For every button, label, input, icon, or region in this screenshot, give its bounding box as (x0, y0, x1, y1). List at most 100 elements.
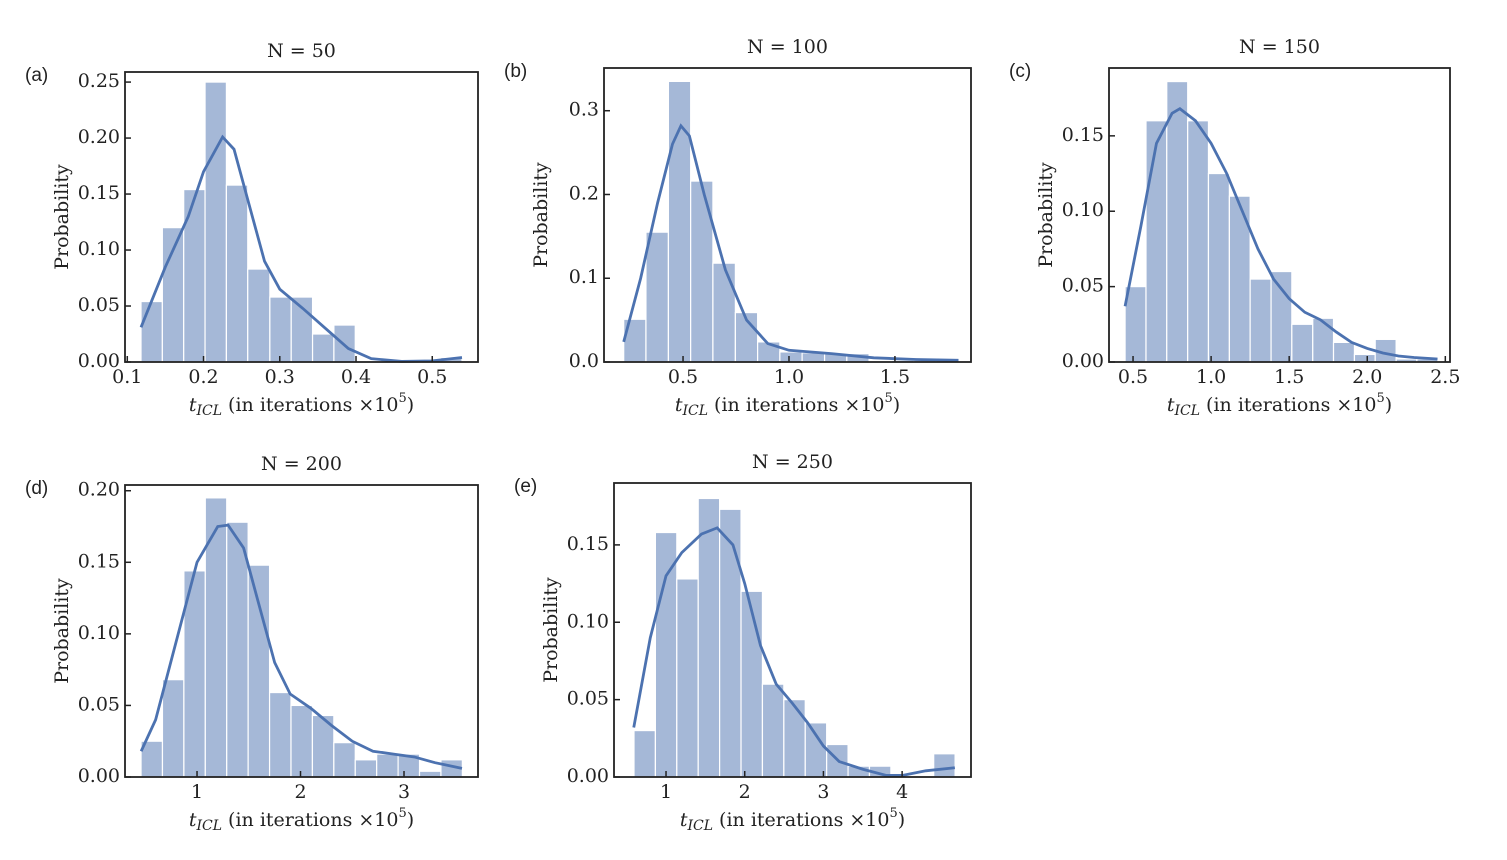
kde-line (1123, 107, 1438, 361)
y-axis-label: Probability (530, 162, 552, 268)
panel-label: (c) (1009, 61, 1031, 82)
x-axis-label-part: ICL (681, 403, 708, 419)
kde-line (139, 134, 463, 363)
x-tick-label: 1 (191, 781, 203, 803)
bar (697, 497, 721, 778)
y-tick-label: 0.05 (78, 294, 120, 316)
x-tick-label: 2 (739, 781, 751, 803)
y-axis-label: Probability (1035, 162, 1057, 268)
x-tick-label: 0.5 (1118, 366, 1148, 388)
x-axis-label-part: ICL (195, 818, 222, 834)
y-tick-label: 0.05 (78, 693, 120, 715)
axes-frame (124, 71, 479, 363)
bar (311, 333, 335, 363)
bar (1166, 80, 1189, 363)
x-axis-label-part: ICL (1173, 403, 1200, 419)
y-axis-label: Probability (51, 578, 73, 684)
subplot: 0.1 0.2 0.3 0.4 0.5 0.00 0.05 0.10 0.15 0.20 0.25 N… (25, 40, 479, 420)
y-tick-label: 0.05 (567, 688, 609, 710)
panel-label: (e) (514, 476, 537, 497)
x-tick-label: 0.4 (341, 366, 371, 388)
subplot-title: N = 100 (747, 36, 828, 58)
y-tick-label: 0.15 (567, 533, 609, 555)
bar (719, 508, 742, 778)
x-axis-label-part: ) (1385, 394, 1392, 416)
bar (1207, 172, 1230, 363)
x-axis-label-part: ICL (686, 818, 713, 834)
x-tick-label: 0.3 (265, 366, 295, 388)
bar (712, 262, 736, 363)
y-tick-label: 0.10 (78, 622, 120, 644)
subplot: 1 2 3 4 0.00 0.05 0.10 0.15 N = 250 (e) Probabilit… (514, 451, 972, 835)
x-axis-label-part: ) (898, 809, 905, 831)
x-axis-label: tICL (in iterations ×105) (675, 391, 900, 420)
axes-frame (124, 484, 479, 778)
subplot: 0.5 1.0 1.5 2.0 2.5 0.00 0.05 0.10 0.15 N = 150 (c… (1009, 36, 1460, 419)
x-axis-label-part: (in iterations ×10 (222, 809, 398, 831)
bar (333, 742, 356, 778)
bar (933, 753, 956, 778)
bar (204, 81, 228, 363)
y-tick-label: 0.20 (78, 126, 120, 148)
bar (690, 180, 714, 363)
x-axis-label-part: t (680, 809, 688, 831)
x-axis-label-part: (in iterations ×10 (713, 809, 889, 831)
y-tick-label: 0.00 (1062, 350, 1104, 372)
x-tick-label: 3 (817, 781, 829, 803)
x-axis-label-part: t (1167, 394, 1175, 416)
y-axis-label: Probability (51, 164, 73, 270)
bar (1332, 341, 1356, 363)
x-axis-label-part: 5 (398, 806, 406, 821)
bar (1353, 353, 1376, 363)
x-axis-label-part: ) (407, 809, 414, 831)
y-tick-label: 0.00 (567, 765, 609, 787)
y-axis-label: Probability (540, 577, 562, 683)
y-tick-label: 0.0 (569, 350, 599, 372)
y-tick-label: 0.15 (78, 550, 120, 572)
x-axis-label-part: 5 (884, 391, 892, 406)
bar (354, 759, 378, 778)
y-tick-label: 0.00 (78, 765, 120, 787)
bar (1270, 270, 1293, 363)
x-tick-label: 4 (896, 781, 908, 803)
x-axis-label-part: 5 (889, 806, 897, 821)
x-tick-label: 1.0 (774, 366, 804, 388)
x-axis-label-part: (in iterations ×10 (708, 394, 884, 416)
x-axis-label-part: ) (893, 394, 900, 416)
x-axis-label-part: 5 (398, 391, 406, 406)
x-tick-label: 2 (294, 781, 306, 803)
x-tick-label: 1.0 (1196, 366, 1226, 388)
bar (633, 729, 656, 778)
bar (376, 753, 399, 778)
subplot: 0.5 1.0 1.5 0.0 0.1 0.2 0.3 N = 100 (b) Probabili… (504, 36, 972, 420)
x-tick-label: 0.1 (112, 366, 142, 388)
bar (667, 80, 692, 363)
bar (226, 521, 249, 778)
bar (783, 699, 806, 778)
kde-line (622, 123, 959, 362)
x-tick-label: 0.5 (417, 366, 447, 388)
bar (1312, 317, 1335, 363)
x-axis-label-part: ICL (195, 403, 222, 419)
bar (654, 531, 678, 778)
bar (645, 231, 670, 363)
bar (1145, 120, 1168, 363)
y-tick-label: 0.15 (78, 182, 120, 204)
bar (268, 691, 292, 778)
y-tick-label: 0.10 (567, 610, 609, 632)
x-axis-label: tICL (in iterations ×105) (680, 806, 905, 835)
y-tick-label: 0.1 (569, 266, 599, 288)
bar (676, 578, 699, 778)
y-tick-label: 0.3 (569, 99, 599, 121)
x-axis-label: tICL (in iterations ×105) (1167, 391, 1392, 420)
bar (804, 722, 828, 778)
x-axis-label: tICL (in iterations ×105) (189, 391, 414, 420)
bar (183, 188, 206, 363)
y-tick-label: 0.10 (1062, 199, 1104, 221)
y-tick-label: 0.15 (1062, 124, 1104, 146)
bar (140, 300, 163, 363)
bar (247, 564, 271, 778)
x-tick-label: 1.5 (1274, 366, 1304, 388)
bar (1124, 286, 1147, 363)
